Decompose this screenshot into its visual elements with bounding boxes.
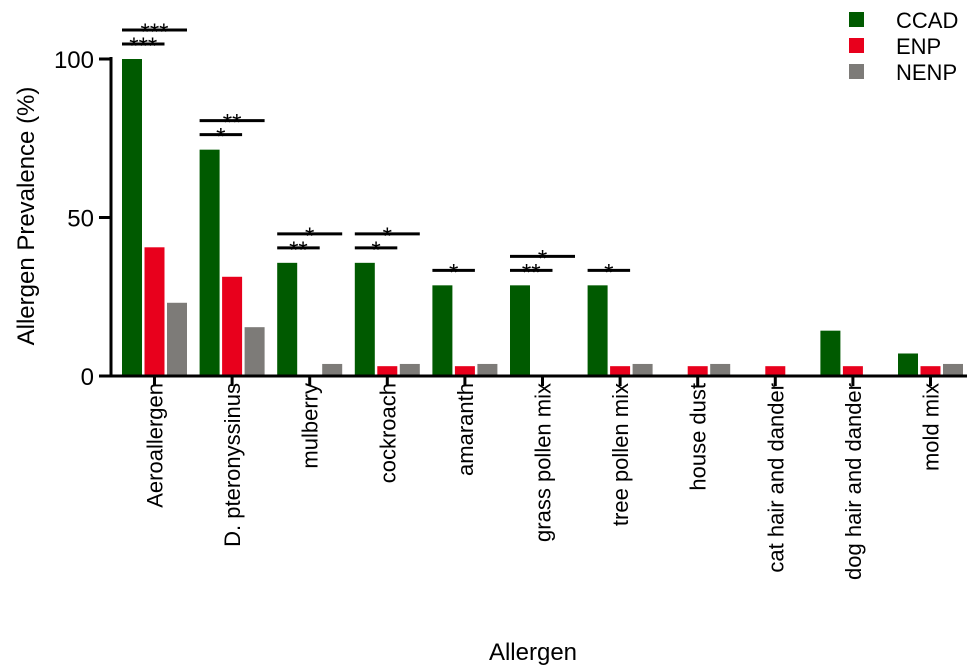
bar-ccad-6 [587, 285, 608, 376]
bar-nenp-1 [244, 327, 265, 376]
legend-swatch-ccad [849, 12, 864, 27]
x-tick-label: amaranth [453, 383, 478, 476]
bar-nenp-0 [167, 302, 187, 376]
y-axis-ticks: 0 50 100 [54, 47, 111, 391]
bar-enp-9 [842, 366, 863, 376]
x-tick-label: mulberry [298, 383, 323, 469]
bar-nenp-7 [710, 363, 731, 376]
significance-stars: *** [129, 33, 157, 60]
x-tick-label: tree pollen mix [608, 383, 633, 526]
x-tick-label: mold mix [919, 383, 944, 471]
bar-enp-7 [687, 366, 708, 376]
bar-ccad-1 [199, 149, 220, 376]
bar-ccad-10 [898, 353, 918, 376]
significance-stars: *** [140, 19, 168, 46]
bar-enp-1 [222, 276, 243, 376]
bar-enp-4 [454, 366, 475, 376]
significance-stars: * [538, 245, 547, 272]
x-tick-label: grass pollen mix [531, 383, 556, 542]
bar-nenp-2 [322, 363, 343, 376]
bar-ccad-2 [277, 262, 298, 376]
legend-label-ccad: CCAD [896, 8, 958, 33]
x-tick-label: house dust [686, 383, 711, 491]
significance-stars: * [383, 223, 392, 250]
x-tick-label: cockroach [375, 383, 400, 483]
significance-stars: * [305, 223, 314, 250]
bar-nenp-6 [632, 363, 653, 376]
significance-stars: ** [223, 110, 242, 137]
bar-nenp-4 [477, 363, 498, 376]
y-tick-label: 50 [67, 206, 94, 233]
significance-stars: * [449, 259, 458, 286]
bar-nenp-3 [399, 363, 420, 376]
significance-stars: * [604, 259, 613, 286]
y-axis-label: Allergen Prevalence (%) [13, 87, 40, 346]
bar-ccad-0 [122, 59, 142, 376]
bar-ccad-9 [820, 330, 841, 376]
bar-enp-10 [920, 366, 941, 376]
bar-enp-6 [610, 366, 631, 376]
significance-annotations: *************** **** [122, 19, 631, 286]
x-tick-label: Aeroallergen [143, 383, 168, 508]
bar-ccad-3 [354, 262, 375, 376]
bar-ccad-5 [510, 285, 530, 376]
x-axis-ticks: Aeroallergen D. pteronyssinus mulberry cock… [143, 376, 944, 580]
x-tick-label: D. pteronyssinus [220, 383, 245, 547]
bar-enp-3 [377, 366, 398, 376]
bar-nenp-10 [943, 363, 963, 376]
x-tick-label: cat hair and dander [763, 383, 788, 573]
significance-stars: ** [522, 259, 541, 286]
y-tick-label: 0 [81, 364, 94, 391]
x-axis-label: Allergen [489, 639, 577, 666]
bar-enp-8 [765, 366, 786, 376]
significance-stars: ** [289, 237, 308, 264]
x-tick-label: dog hair and dander [841, 383, 866, 580]
significance-stars: * [216, 124, 225, 151]
bar-ccad-4 [432, 285, 453, 376]
y-tick-label: 100 [54, 47, 94, 74]
bars-group [122, 59, 963, 376]
legend-label-enp: ENP [896, 34, 941, 59]
legend-swatch-enp [849, 38, 864, 53]
significance-stars: * [371, 237, 380, 264]
legend-label-nenp: NENP [896, 60, 957, 85]
legend-swatch-nenp [849, 64, 864, 79]
bar-enp-0 [144, 247, 165, 376]
